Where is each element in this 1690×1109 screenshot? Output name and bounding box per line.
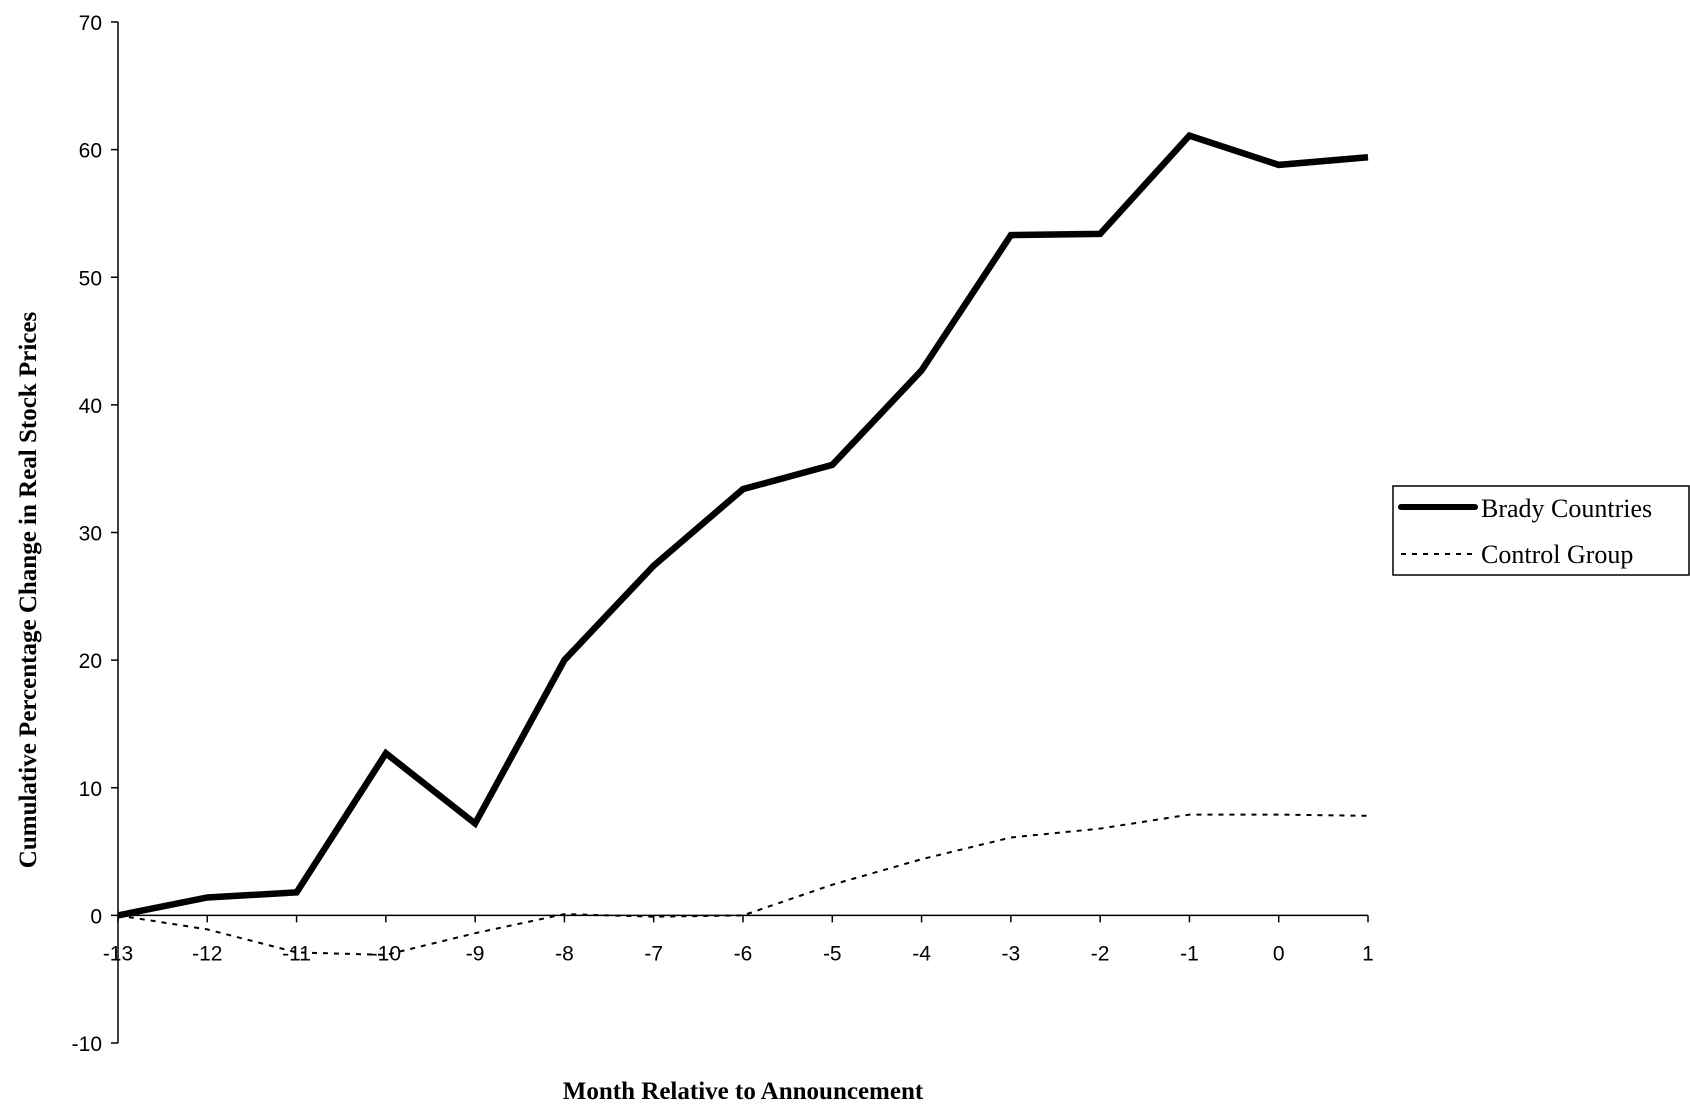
legend: Brady Countries Control Group <box>1392 485 1690 576</box>
x-tick-label: -13 <box>103 942 133 965</box>
x-tick-label: -2 <box>1091 942 1110 965</box>
series-lines <box>117 131 1369 956</box>
x-tick-label: -10 <box>371 942 401 965</box>
y-tick-label: 70 <box>79 12 102 35</box>
x-tick-label: -6 <box>734 942 753 965</box>
x-tick-label: -11 <box>282 942 311 965</box>
x-tick-label: -3 <box>1002 942 1021 965</box>
legend-box <box>1392 485 1690 576</box>
series-line-control-group <box>117 813 1369 956</box>
axes <box>111 21 1369 1044</box>
y-tick-label: 30 <box>79 523 102 546</box>
x-tick-label: -5 <box>823 942 842 965</box>
x-tick-label: -12 <box>192 942 222 965</box>
y-tick-label: 60 <box>79 140 102 163</box>
x-tick-label: -8 <box>555 942 574 965</box>
legend-label-control-group: Control Group <box>1481 540 1633 569</box>
x-axis-title: Month Relative to Announcement <box>563 1078 924 1104</box>
y-tick-label: 0 <box>90 905 102 928</box>
y-tick-label: 10 <box>79 778 102 801</box>
x-tick-label: 1 <box>1362 942 1374 965</box>
x-tick-label: -1 <box>1180 942 1199 965</box>
x-tick-label: -4 <box>912 942 931 965</box>
y-tick-label: 50 <box>79 267 102 290</box>
x-tick-label: -7 <box>644 942 663 965</box>
y-axis-title: Cumulative Percentage Change in Real Sto… <box>15 312 42 869</box>
y-tick-label: 20 <box>79 650 102 673</box>
y-tick-label: 40 <box>79 395 102 418</box>
x-tick-label: 0 <box>1273 942 1285 965</box>
y-tick-label: -10 <box>72 1033 102 1056</box>
series-line-brady-countries <box>117 131 1369 919</box>
legend-label-brady-countries: Brady Countries <box>1481 494 1652 523</box>
x-tick-label: -9 <box>466 942 485 965</box>
